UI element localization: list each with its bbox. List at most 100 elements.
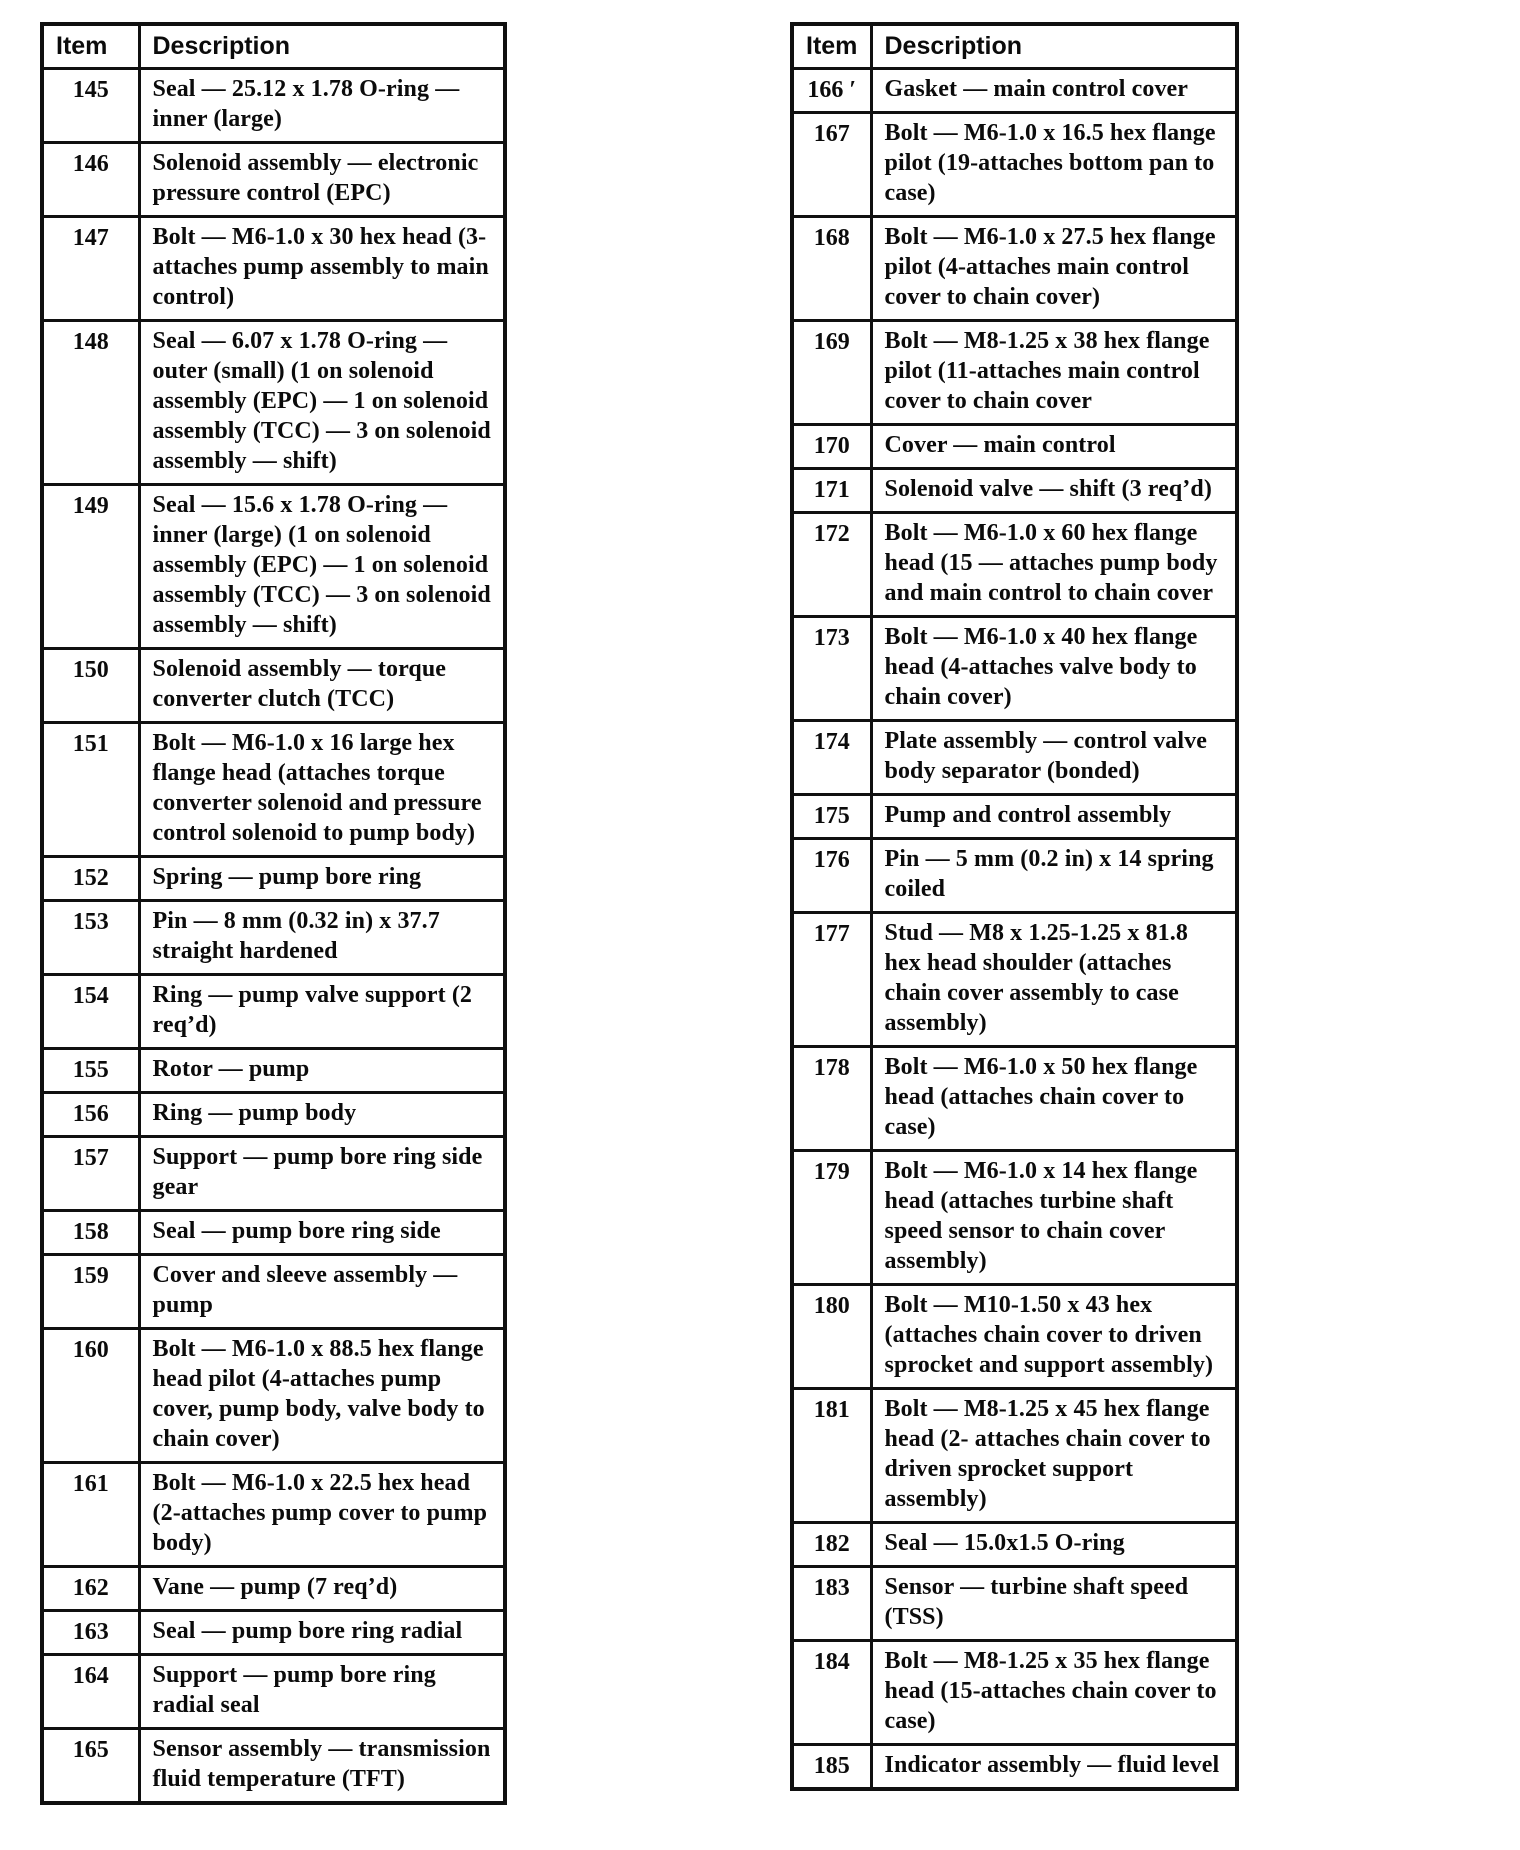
header-row: Item Description (40, 22, 507, 70)
item-cell: 176 (790, 836, 873, 914)
item-cell: 182 (790, 1520, 873, 1568)
item-cell: 158 (40, 1208, 141, 1256)
header-row: Item Description (790, 22, 1239, 70)
table-row: 184 Bolt — M8-1.25 x 35 hex flange head (… (790, 1638, 1239, 1746)
item-cell: 174 (790, 718, 873, 796)
item-cell: 173 (790, 614, 873, 722)
description-cell: Rotor — pump (137, 1046, 507, 1094)
description-header: Description (869, 22, 1239, 70)
description-cell: Bolt — M6-1.0 x 16 large hex flange head… (137, 720, 507, 858)
item-cell: 151 (40, 720, 141, 858)
description-cell: Cover — main control (869, 422, 1239, 470)
table-row: 160 Bolt — M6-1.0 x 88.5 hex flange head … (40, 1326, 507, 1464)
description-cell: Seal — 15.0x1.5 O-ring (869, 1520, 1239, 1568)
description-cell: Seal — 25.12 x 1.78 O-ring — inner (larg… (137, 66, 507, 144)
description-cell: Seal — pump bore ring side (137, 1208, 507, 1256)
description-header: Description (137, 22, 507, 70)
item-header: Item (40, 22, 141, 70)
item-cell: 164 (40, 1652, 141, 1730)
table-row: 182 Seal — 15.0x1.5 O-ring (790, 1520, 1239, 1568)
table-row: 172 Bolt — M6-1.0 x 60 hex flange head (1… (790, 510, 1239, 618)
description-cell: Solenoid assembly — torque converter clu… (137, 646, 507, 724)
description-cell: Solenoid valve — shift (3 req’d) (869, 466, 1239, 514)
item-header: Item (790, 22, 873, 70)
table-row: 176 Pin — 5 mm (0.2 in) x 14 spring coile… (790, 836, 1239, 914)
table-row: 159 Cover and sleeve assembly — pump (40, 1252, 507, 1330)
table-row: 146 Solenoid assembly — electronic pressu… (40, 140, 507, 218)
table-row: 157 Support — pump bore ring side gear (40, 1134, 507, 1212)
description-cell: Bolt — M6-1.0 x 27.5 hex flange pilot (4… (869, 214, 1239, 322)
table-row: 147 Bolt — M6-1.0 x 30 hex head (3-attach… (40, 214, 507, 322)
parts-table-right-container: Item Description 166 ′ Gasket — main cont… (790, 22, 1239, 1791)
table-row: 173 Bolt — M6-1.0 x 40 hex flange head (4… (790, 614, 1239, 722)
item-cell: 156 (40, 1090, 141, 1138)
description-cell: Bolt — M8-1.25 x 38 hex flange pilot (11… (869, 318, 1239, 426)
item-cell: 178 (790, 1044, 873, 1152)
item-cell: 153 (40, 898, 141, 976)
description-cell: Ring — pump valve support (2 req’d) (137, 972, 507, 1050)
table-row: 156 Ring — pump body (40, 1090, 507, 1138)
description-cell: Solenoid assembly — electronic pressure … (137, 140, 507, 218)
description-cell: Bolt — M6-1.0 x 30 hex head (3-attaches … (137, 214, 507, 322)
description-cell: Spring — pump bore ring (137, 854, 507, 902)
table-row: 164 Support — pump bore ring radial seal (40, 1652, 507, 1730)
item-cell: 155 (40, 1046, 141, 1094)
table-row: 170 Cover — main control (790, 422, 1239, 470)
table-row: 185 Indicator assembly — fluid level (790, 1742, 1239, 1790)
description-cell: Support — pump bore ring radial seal (137, 1652, 507, 1730)
description-cell: Bolt — M6-1.0 x 88.5 hex flange head pil… (137, 1326, 507, 1464)
table-row: 158 Seal — pump bore ring side (40, 1208, 507, 1256)
description-cell: Bolt — M8-1.25 x 45 hex flange head (2- … (869, 1386, 1239, 1524)
item-cell: 172 (790, 510, 873, 618)
table-row: 177 Stud — M8 x 1.25-1.25 x 81.8 hex head… (790, 910, 1239, 1048)
item-cell: 180 (790, 1282, 873, 1390)
description-cell: Bolt — M6-1.0 x 50 hex flange head (atta… (869, 1044, 1239, 1152)
description-cell: Sensor — turbine shaft speed (TSS) (869, 1564, 1239, 1642)
table-row: 174 Plate assembly — control valve body s… (790, 718, 1239, 796)
item-cell: 145 (40, 66, 141, 144)
table-row: 165 Sensor assembly — transmission fluid … (40, 1726, 507, 1804)
description-cell: Pump and control assembly (869, 792, 1239, 840)
table-row: 167 Bolt — M6-1.0 x 16.5 hex flange pilot… (790, 110, 1239, 218)
description-cell: Support — pump bore ring side gear (137, 1134, 507, 1212)
item-cell: 161 (40, 1460, 141, 1568)
table-row: 181 Bolt — M8-1.25 x 45 hex flange head (… (790, 1386, 1239, 1524)
item-cell: 159 (40, 1252, 141, 1330)
description-cell: Seal — 15.6 x 1.78 O-ring — inner (large… (137, 482, 507, 650)
description-cell: Pin — 5 mm (0.2 in) x 14 spring coiled (869, 836, 1239, 914)
description-cell: Cover and sleeve assembly — pump (137, 1252, 507, 1330)
item-cell: 166 ′ (790, 66, 873, 114)
item-cell: 150 (40, 646, 141, 724)
item-cell: 183 (790, 1564, 873, 1642)
description-cell: Seal — 6.07 x 1.78 O-ring — outer (small… (137, 318, 507, 486)
table-row: 162 Vane — pump (7 req’d) (40, 1564, 507, 1612)
description-cell: Plate assembly — control valve body sepa… (869, 718, 1239, 796)
table-row: 151 Bolt — M6-1.0 x 16 large hex flange h… (40, 720, 507, 858)
table-row: 161 Bolt — M6-1.0 x 22.5 hex head (2-atta… (40, 1460, 507, 1568)
item-cell: 165 (40, 1726, 141, 1804)
item-cell: 146 (40, 140, 141, 218)
table-row: 178 Bolt — M6-1.0 x 50 hex flange head (a… (790, 1044, 1239, 1152)
description-cell: Sensor assembly — transmission fluid tem… (137, 1726, 507, 1804)
table-row: 183 Sensor — turbine shaft speed (TSS) (790, 1564, 1239, 1642)
description-cell: Indicator assembly — fluid level (869, 1742, 1239, 1790)
description-cell: Vane — pump (7 req’d) (137, 1564, 507, 1612)
table-row: 150 Solenoid assembly — torque converter … (40, 646, 507, 724)
item-cell: 149 (40, 482, 141, 650)
table-row: 171 Solenoid valve — shift (3 req’d) (790, 466, 1239, 514)
table-row: 163 Seal — pump bore ring radial (40, 1608, 507, 1656)
item-cell: 148 (40, 318, 141, 486)
item-cell: 168 (790, 214, 873, 322)
item-cell: 179 (790, 1148, 873, 1286)
description-cell: Seal — pump bore ring radial (137, 1608, 507, 1656)
description-cell: Pin — 8 mm (0.32 in) x 37.7 straight har… (137, 898, 507, 976)
item-cell: 184 (790, 1638, 873, 1746)
item-cell: 162 (40, 1564, 141, 1612)
description-cell: Bolt — M6-1.0 x 40 hex flange head (4-at… (869, 614, 1239, 722)
item-cell: 160 (40, 1326, 141, 1464)
table-row: 154 Ring — pump valve support (2 req’d) (40, 972, 507, 1050)
table-row: 155 Rotor — pump (40, 1046, 507, 1094)
item-cell: 170 (790, 422, 873, 470)
table-row: 149 Seal — 15.6 x 1.78 O-ring — inner (la… (40, 482, 507, 650)
description-cell: Bolt — M6-1.0 x 14 hex flange head (atta… (869, 1148, 1239, 1286)
